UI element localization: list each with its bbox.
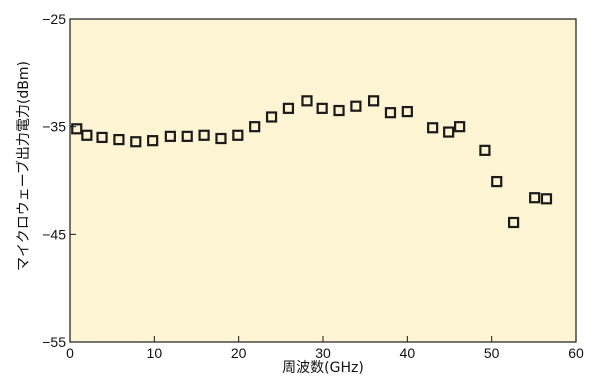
- x-axis-tick-labels: 0 10 20 30 40 50 60: [66, 345, 584, 361]
- data-point: [164, 130, 176, 142]
- x-tick-label: 0: [66, 345, 74, 361]
- data-point: [540, 193, 553, 205]
- y-tick-label: −25: [42, 11, 66, 27]
- x-tick-label: 50: [484, 345, 500, 361]
- data-point: [198, 129, 210, 141]
- x-tick-label: 10: [147, 345, 163, 361]
- plot-frame: [69, 18, 577, 343]
- data-point: [368, 95, 380, 107]
- data-point: [507, 216, 520, 229]
- x-tick-label: 20: [231, 345, 247, 361]
- y-tick-label: −45: [42, 226, 66, 242]
- data-point: [81, 129, 93, 141]
- data-point: [265, 111, 278, 123]
- y-tick-label: −55: [42, 334, 66, 350]
- data-point: [479, 144, 491, 156]
- y-axis-label: マイクロウェーブ出力電力(dBm): [15, 61, 32, 271]
- data-point: [249, 121, 261, 133]
- data-point: [113, 133, 125, 146]
- data-point: [71, 123, 83, 135]
- data-point: [215, 132, 227, 145]
- x-axis-label: 周波数(GHz): [282, 360, 364, 376]
- data-point: [333, 104, 345, 117]
- data-point: [147, 135, 159, 147]
- x-tick-label: 40: [400, 345, 416, 361]
- x-tick-label: 30: [315, 345, 331, 361]
- plot-area: [70, 19, 576, 342]
- data-point: [384, 107, 397, 119]
- data-point: [301, 95, 313, 107]
- data-point: [491, 175, 503, 188]
- data-point: [96, 131, 108, 144]
- y-axis-tick-labels: −25 −35 −45 −55: [42, 11, 66, 350]
- data-point: [454, 121, 466, 133]
- data-point: [427, 122, 439, 134]
- data-point: [181, 130, 193, 142]
- data-point: [282, 102, 295, 114]
- y-tick-label: −35: [42, 119, 66, 135]
- data-points: [71, 95, 553, 229]
- data-point: [350, 100, 362, 112]
- data-point: [401, 105, 413, 118]
- x-tick-label: 60: [568, 345, 584, 361]
- data-point: [232, 129, 244, 141]
- data-point: [316, 102, 328, 114]
- data-point: [443, 126, 455, 138]
- data-point: [529, 192, 541, 204]
- data-point: [130, 136, 142, 148]
